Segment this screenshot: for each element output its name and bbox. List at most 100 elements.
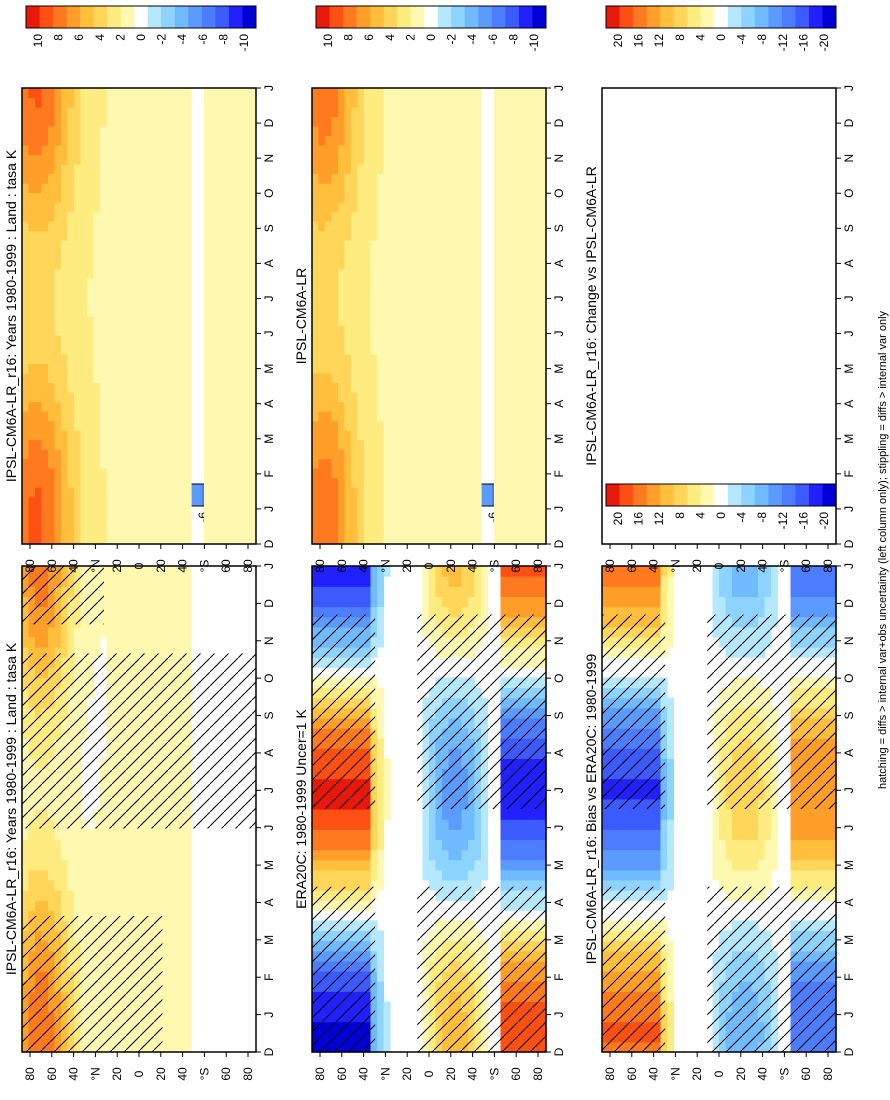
heatmap-cell <box>377 829 385 840</box>
heatmap-cell <box>145 97 153 108</box>
heatmap-cell <box>61 458 69 469</box>
heatmap-cell <box>158 373 166 384</box>
heatmap-cell <box>87 449 95 460</box>
heatmap-cell <box>377 1041 385 1053</box>
heatmap-cell <box>171 316 179 327</box>
heatmap-cell <box>204 183 212 194</box>
heatmap-cell <box>204 306 212 317</box>
heatmap-cell <box>351 586 359 597</box>
heatmap-cell <box>383 401 391 412</box>
heatmap-cell <box>455 392 463 403</box>
heatmap-cell <box>171 249 179 260</box>
heatmap-cell <box>165 647 173 658</box>
heatmap-cell <box>526 430 534 441</box>
heatmap-cell <box>403 534 411 545</box>
heatmap-cell <box>312 534 320 545</box>
heatmap-cell <box>145 487 153 498</box>
heatmap-cell <box>145 211 153 222</box>
heatmap-cell <box>171 900 179 911</box>
heatmap-cell <box>28 849 36 861</box>
heatmap-cell <box>54 477 62 488</box>
heatmap-cell <box>455 373 463 384</box>
heatmap-cell <box>87 192 95 203</box>
heatmap-cell <box>435 392 443 403</box>
heatmap-cell <box>351 819 359 830</box>
heatmap-cell <box>74 636 82 648</box>
heatmap-cell <box>468 534 476 545</box>
heatmap-cell <box>403 392 411 403</box>
heatmap-cell <box>22 373 30 384</box>
heatmap-cell <box>422 849 430 861</box>
heatmap-cell <box>54 900 62 911</box>
heatmap-cell <box>435 859 443 871</box>
heatmap-cell <box>113 839 121 851</box>
heatmap-cell <box>41 506 49 517</box>
heatmap-cell <box>80 392 88 403</box>
heatmap-cell <box>370 382 378 393</box>
heatmap-cell <box>364 506 372 517</box>
heatmap-cell <box>539 487 547 498</box>
heatmap-cell <box>165 325 173 336</box>
heatmap-cell <box>171 363 179 374</box>
heatmap-cell <box>312 879 320 891</box>
heatmap-cell <box>67 306 75 317</box>
heatmap-cell <box>344 606 352 618</box>
heatmap-cell <box>204 420 212 431</box>
heatmap-cell <box>67 221 75 232</box>
heatmap-cell <box>526 525 534 536</box>
heatmap-cell <box>409 430 417 441</box>
heatmap-cell <box>106 401 114 412</box>
heatmap-cell <box>236 126 244 137</box>
heatmap-cell <box>533 506 541 517</box>
heatmap-cell <box>243 392 251 403</box>
heatmap-cell <box>364 496 372 507</box>
heatmap-cell <box>145 373 153 384</box>
heatmap-cell <box>474 382 482 393</box>
heatmap-cell <box>126 164 134 175</box>
heatmap-cell <box>113 849 121 861</box>
heatmap-cell <box>178 259 186 270</box>
heatmap-cell <box>28 202 36 213</box>
latitude-tick-label: °N <box>88 559 102 572</box>
heatmap-cell <box>533 487 541 498</box>
heatmap-cell <box>158 297 166 308</box>
heatmap-cell <box>500 869 508 881</box>
heatmap-cell <box>331 606 339 618</box>
heatmap-cell <box>80 164 88 175</box>
heatmap-cell <box>230 525 238 536</box>
heatmap-cell <box>461 439 469 450</box>
heatmap-cell <box>383 1041 391 1053</box>
heatmap-cell <box>230 278 238 289</box>
colorbar-tick-label: -10 <box>237 34 251 52</box>
heatmap-cell <box>67 202 75 213</box>
heatmap-cell <box>429 534 437 545</box>
heatmap-cell <box>171 1021 179 1033</box>
heatmap-cell <box>139 354 147 365</box>
heatmap-cell <box>80 192 88 203</box>
heatmap-cell <box>126 515 134 526</box>
heatmap-cell <box>217 145 225 156</box>
heatmap-cell <box>126 297 134 308</box>
heatmap-cell <box>178 373 186 384</box>
heatmap-cell <box>344 809 352 820</box>
heatmap-cell <box>139 606 147 618</box>
heatmap-cell <box>93 211 101 222</box>
heatmap-cell <box>54 468 62 479</box>
heatmap-cell <box>54 382 62 393</box>
heatmap-cell <box>22 202 30 213</box>
heatmap-cell <box>370 606 378 618</box>
heatmap-cell <box>377 576 385 587</box>
heatmap-cell <box>113 268 121 279</box>
heatmap-cell <box>126 259 134 270</box>
heatmap-cell <box>132 211 140 222</box>
heatmap-cell <box>158 107 166 118</box>
heatmap-cell <box>158 335 166 346</box>
heatmap-cell <box>100 164 108 175</box>
heatmap-cell <box>139 392 147 403</box>
heatmap-cell <box>236 344 244 355</box>
heatmap-cell <box>48 829 56 840</box>
heatmap-cell <box>217 297 225 308</box>
heatmap-cell <box>468 382 476 393</box>
heatmap-cell <box>158 829 166 840</box>
heatmap-cell <box>455 420 463 431</box>
